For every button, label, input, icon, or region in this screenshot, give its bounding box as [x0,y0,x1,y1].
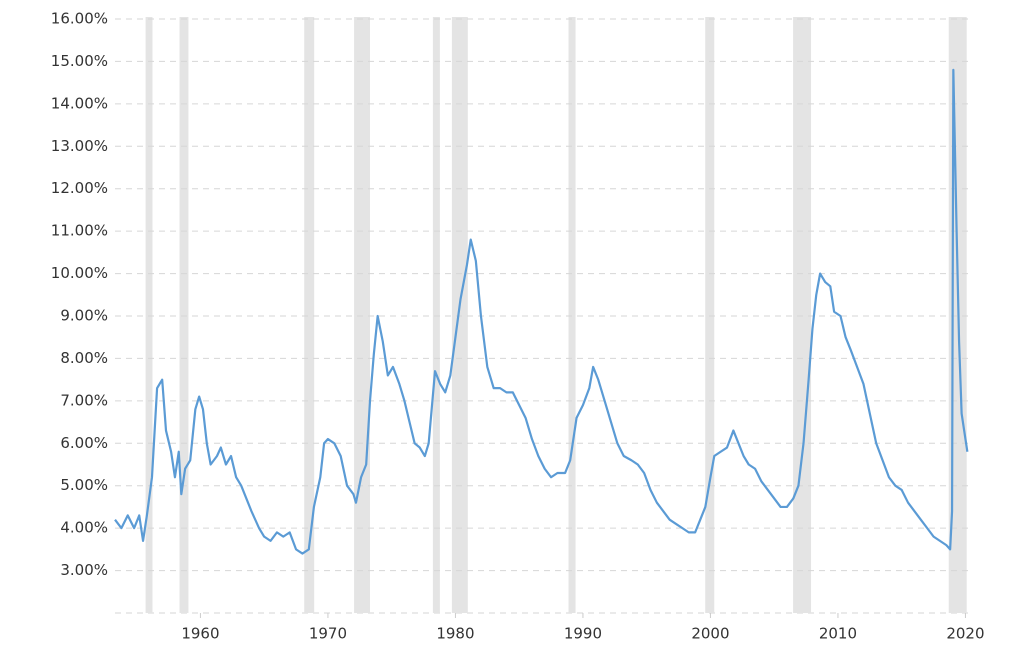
x-tick-label: 1980 [436,625,474,643]
y-tick-label: 6.00% [60,434,108,452]
recession-band [145,17,153,613]
y-tick-label: 7.00% [60,391,108,409]
y-tick-label: 9.00% [60,307,108,325]
data-line [114,68,969,555]
y-tick-label: 15.00% [51,52,108,70]
recession-band [179,17,189,613]
y-tick-label: 5.00% [60,476,108,494]
y-tick-label: 11.00% [51,222,108,240]
recession-band [304,17,315,613]
recession-band [568,17,576,613]
y-tick-label: 14.00% [51,94,108,112]
y-tick-label: 10.00% [51,264,108,282]
y-tick-label: 3.00% [60,561,108,579]
y-tick-label: 16.00% [51,10,108,28]
x-tick-label: 2010 [819,625,857,643]
y-tick-label: 12.00% [51,179,108,197]
y-tick-label: 4.00% [60,519,108,537]
x-tick-label: 2020 [946,625,984,643]
recession-band [354,17,371,613]
x-tick-label: 1960 [181,625,219,643]
x-tick-label: 2000 [691,625,729,643]
recession-band [705,17,715,613]
x-tick-label: 1990 [564,625,602,643]
recession-band [432,17,440,613]
y-tick-label: 13.00% [51,137,108,155]
recession-band [793,17,812,613]
recession-band [451,17,468,613]
x-tick-label: 1970 [309,625,347,643]
y-tick-label: 8.00% [60,349,108,367]
